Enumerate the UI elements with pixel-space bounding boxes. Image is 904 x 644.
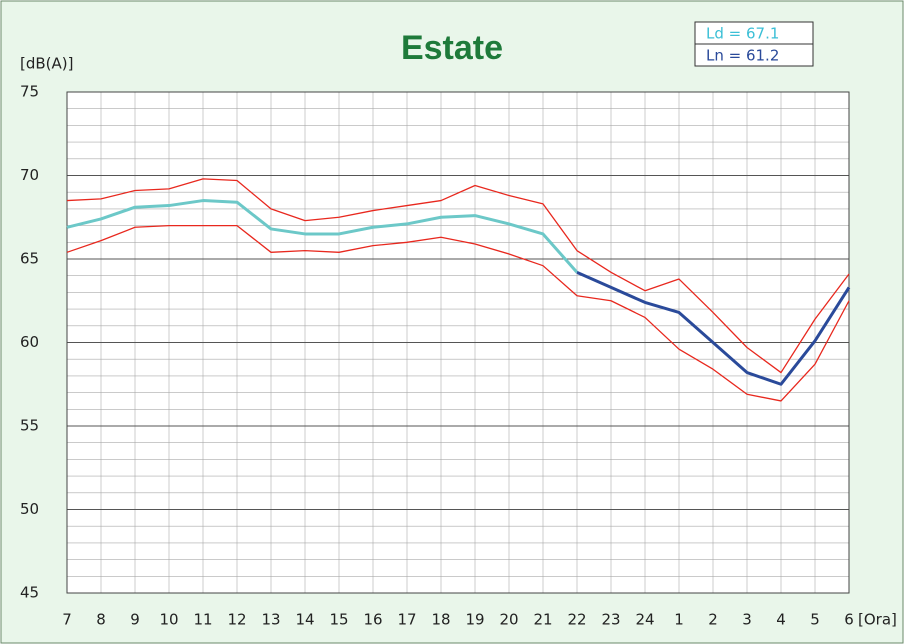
plot-border [66,91,850,594]
x-tick-label: 17 [397,611,416,629]
x-tick-label: 19 [465,611,484,629]
y-tick-label: 65 [20,250,39,268]
x-tick-label: 6 [844,611,854,629]
y-tick-label: 45 [20,584,39,602]
series-line [66,224,850,402]
x-tick-label: 12 [227,611,246,629]
x-tick-label: 22 [567,611,586,629]
x-tick-label: 1 [674,611,684,629]
x-tick-label: 4 [776,611,786,629]
x-tick-label: 10 [159,611,178,629]
y-tick-label: 75 [20,83,39,101]
x-tick-label: 15 [329,611,348,629]
y-axis-label: [dB(A)] [20,55,73,73]
series-line [66,178,850,374]
legend-box [694,43,814,67]
x-tick-label: 23 [601,611,620,629]
x-tick-label: 21 [533,611,552,629]
x-tick-label: 14 [295,611,314,629]
legend-label: Ld = 67.1 [706,25,779,43]
x-tick-label: 24 [635,611,654,629]
series-line [66,199,579,274]
y-tick-label: 50 [20,500,39,518]
y-tick-label: 70 [20,166,39,184]
x-tick-label: 7 [62,611,72,629]
x-tick-label: 20 [499,611,518,629]
x-tick-label: 9 [130,611,140,629]
x-tick-label: 8 [96,611,106,629]
legend-label: Ln = 61.2 [706,47,779,65]
x-tick-label: 16 [363,611,382,629]
x-tick-label: 2 [708,611,718,629]
x-tick-label: 11 [193,611,212,629]
x-tick-label: 13 [261,611,280,629]
y-tick-label: 60 [20,333,39,351]
y-tick-label: 55 [20,417,39,435]
series-line [576,270,851,386]
x-tick-label: 3 [742,611,752,629]
x-tick-label: 18 [431,611,450,629]
x-tick-label: 5 [810,611,820,629]
chart-title: Estate [401,29,503,67]
x-axis-label: [Ora] [858,611,897,629]
